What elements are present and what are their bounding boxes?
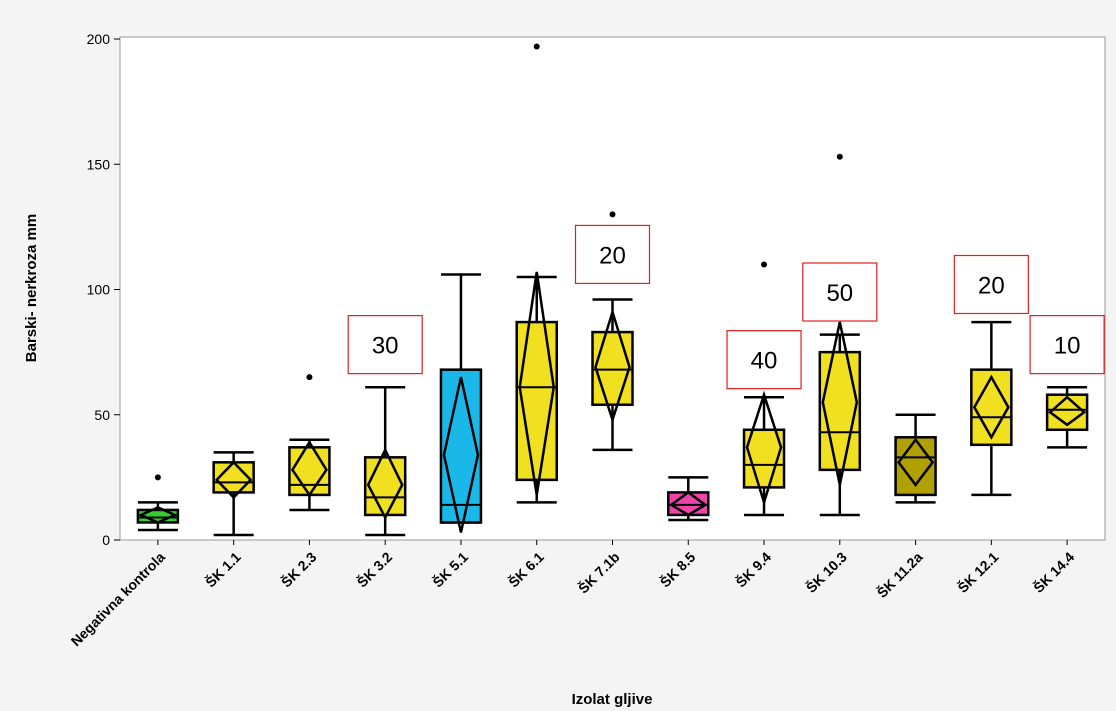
outlier-point — [306, 374, 312, 380]
x-tick-label: ŠK 5.1 — [429, 548, 471, 590]
x-tick-label: ŠK 1.1 — [201, 548, 243, 590]
outlier-point — [761, 261, 767, 267]
x-tick-label: ŠK 8.5 — [656, 548, 698, 590]
x-tick-label: ŠK 2.3 — [277, 548, 319, 590]
y-axis-title: Barski- nerkroza mm — [23, 214, 40, 362]
annotation: 50 — [803, 263, 877, 321]
box-body — [289, 447, 329, 495]
x-axis-title: Izolat gljive — [572, 691, 653, 708]
x-tick-label: ŠK 7.1b — [574, 548, 622, 596]
annotation: 20 — [954, 255, 1028, 313]
x-tick-label: Negativna kontrola — [68, 549, 169, 650]
box-body — [593, 332, 633, 405]
x-tick-label: ŠK 6.1 — [505, 548, 547, 590]
outlier-point — [610, 211, 616, 217]
x-tick-label: ŠK 10.3 — [802, 548, 850, 596]
y-tick-label: 50 — [94, 407, 110, 423]
x-tick-label: ŠK 14.4 — [1029, 548, 1077, 596]
annotation: 40 — [727, 331, 801, 389]
box-body — [365, 457, 405, 515]
annotation-label: 50 — [826, 280, 853, 307]
x-tick-label: ŠK 12.1 — [954, 548, 1002, 596]
annotation-label: 30 — [372, 333, 399, 360]
annotation: 10 — [1030, 316, 1104, 374]
annotation: 20 — [576, 225, 650, 283]
x-tick-label: ŠK 3.2 — [353, 548, 395, 590]
y-axis: 0 50 100 150 200 — [87, 31, 120, 548]
outlier-point — [155, 474, 161, 480]
annotation-label: 20 — [978, 272, 1005, 299]
annotation-label: 20 — [599, 242, 626, 269]
x-axis: Negativna kontrola ŠK 1.1 ŠK 2.3 ŠK 3.2 ŠK 5… — [68, 540, 1078, 649]
y-tick-label: 150 — [87, 156, 111, 172]
annotation-label: 10 — [1054, 333, 1081, 360]
annotation-label: 40 — [751, 348, 778, 375]
annotation: 30 — [348, 316, 422, 374]
box-body — [971, 370, 1011, 445]
outlier-point — [837, 154, 843, 160]
x-tick-label: ŠK 11.2a — [873, 548, 926, 601]
outlier-point — [534, 44, 540, 50]
y-tick-label: 0 — [102, 532, 110, 548]
x-tick-label: ŠK 9.4 — [732, 548, 774, 590]
y-tick-label: 200 — [87, 31, 111, 47]
y-tick-label: 100 — [87, 282, 111, 298]
